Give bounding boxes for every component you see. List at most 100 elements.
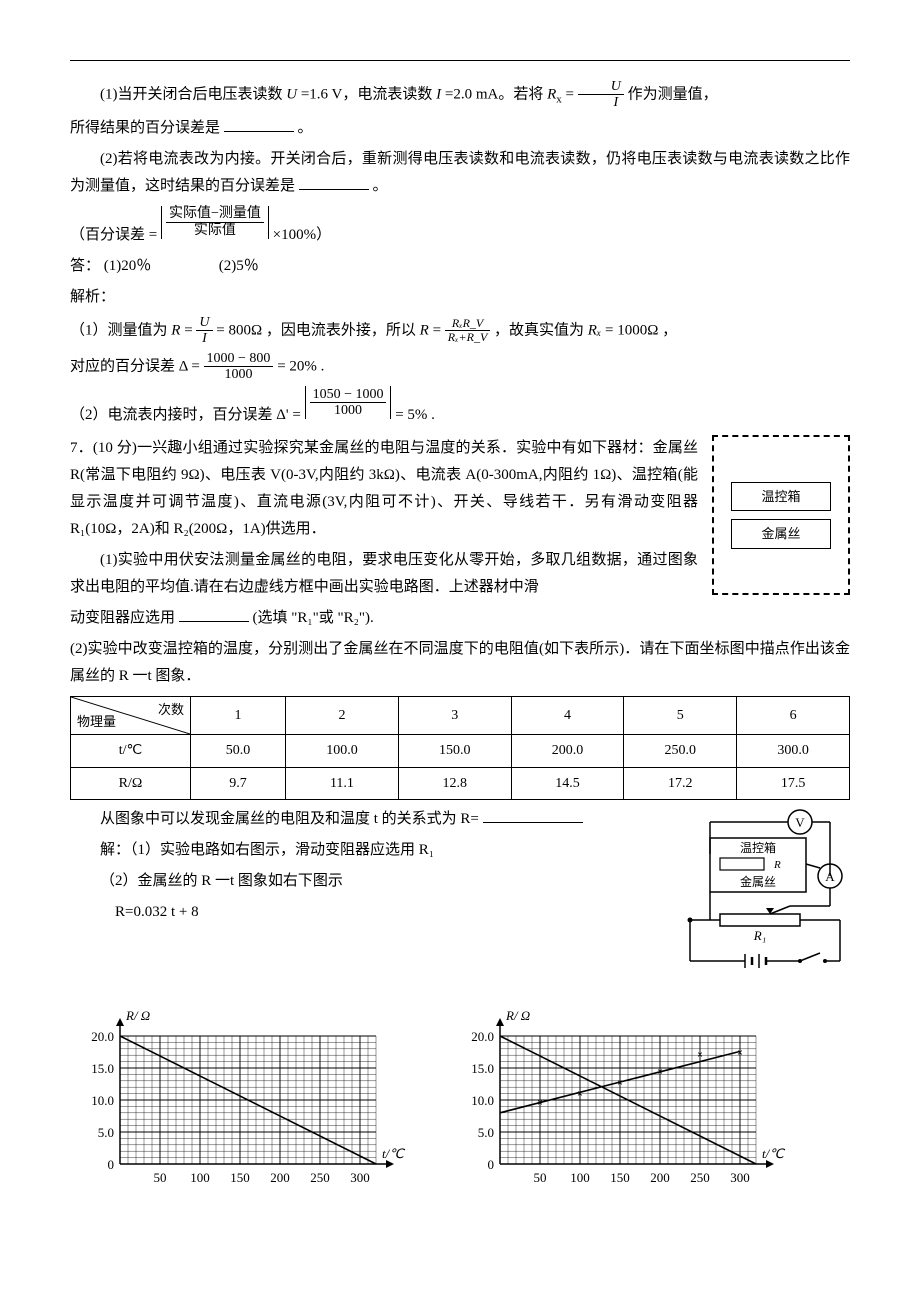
charts-row: R/ Ωt/℃05.010.015.020.050100150200250300… <box>70 1004 850 1194</box>
q6-sol1: （1）测量值为 R = U I = 800Ω ，因电流表外接，所以 R = Rₓ… <box>70 315 850 347</box>
svg-text:10.0: 10.0 <box>471 1093 494 1108</box>
svg-text:15.0: 15.0 <box>471 1061 494 1076</box>
svg-text:200: 200 <box>270 1170 290 1185</box>
text: （2）电流表内接时，百分误差 Δ' = <box>70 407 305 423</box>
svg-text:0: 0 <box>488 1157 495 1172</box>
blank[interactable] <box>483 808 583 823</box>
svg-text:20.0: 20.0 <box>91 1029 114 1044</box>
table-row: 次数 物理量 1 2 3 4 5 6 <box>71 697 850 735</box>
q6-answer: 答： (1)20％ (2)5％ <box>70 253 850 280</box>
circuit-R1-label: R₁ <box>753 928 766 943</box>
fraction: 1050 − 1000 1000 <box>310 387 387 419</box>
denominator: Rₓ+R_V <box>445 331 491 344</box>
abs: 1050 − 1000 1000 <box>305 386 392 419</box>
svg-text:×: × <box>577 1089 583 1100</box>
svg-text:t/℃: t/℃ <box>762 1146 785 1161</box>
eq: = <box>566 86 578 102</box>
text: ×100%） <box>273 227 331 243</box>
var-U: U <box>286 86 297 102</box>
q7-p3: (2)实验中改变温控箱的温度，分别测出了金属丝在不同温度下的电阻值(如下表所示)… <box>70 636 850 690</box>
text: 。 <box>298 120 313 136</box>
diag-top: 次数 <box>158 698 184 721</box>
denominator: 1000 <box>204 367 274 382</box>
col-header: 6 <box>737 697 850 735</box>
blank[interactable] <box>224 117 294 132</box>
text: (2)若将电流表改为内接。开关闭合后，重新测得电压表读数和电流表读数，仍将电压表… <box>70 151 850 194</box>
cell: 12.8 <box>398 767 511 799</box>
text: 对应的百分误差 Δ = <box>70 358 204 374</box>
svg-text:50: 50 <box>154 1170 167 1185</box>
q7-sol2: （2）金属丝的 R 一t 图象如右下图示 <box>70 868 660 895</box>
cell: 50.0 <box>191 735 286 767</box>
ammeter-label: A <box>825 869 835 884</box>
q7-p1: 7．(10 分)一兴趣小组通过实验探究某金属丝的电阻与温度的关系．实验中有如下器… <box>70 435 698 543</box>
svg-text:100: 100 <box>190 1170 210 1185</box>
col-header: 1 <box>191 697 286 735</box>
svg-text:×: × <box>697 1050 703 1061</box>
svg-text:50: 50 <box>534 1170 547 1185</box>
cell: 17.5 <box>737 767 850 799</box>
cell: 14.5 <box>511 767 624 799</box>
chart-right: R/ Ωt/℃05.010.015.020.050100150200250300… <box>450 1004 790 1194</box>
svg-text:×: × <box>537 1098 543 1109</box>
q7-sol3: R=0.032 t + 8 <box>70 899 660 926</box>
svg-text:20.0: 20.0 <box>471 1029 494 1044</box>
box-label-2: 金属丝 <box>731 519 831 548</box>
text: 。 <box>373 178 388 194</box>
text: = 5% . <box>395 407 435 423</box>
circuit-R-label: R <box>773 859 781 871</box>
numerator: U <box>578 79 624 95</box>
text: (选填 "R₁"或 "R₂"). <box>253 610 374 626</box>
cell: 9.7 <box>191 767 286 799</box>
abs: 实际值−测量值 实际值 <box>161 206 269 239</box>
cell: 11.1 <box>286 767 399 799</box>
text: 从图象中可以发现金属丝的电阻及和温度 t 的关系式为 R= <box>100 811 479 827</box>
row-label: t/℃ <box>71 735 191 767</box>
text: =1.6 V，电流表读数 <box>301 86 436 102</box>
var: Rₓ <box>588 322 601 338</box>
q6-jiexi-label: 解析： <box>70 284 850 311</box>
text: 所得结果的百分误差是 <box>70 120 220 136</box>
svg-text:100: 100 <box>570 1170 590 1185</box>
data-table: 次数 物理量 1 2 3 4 5 6 t/℃ 50.0 100.0 150.0 … <box>70 696 850 799</box>
numerator: 实际值−测量值 <box>166 206 264 222</box>
text: = 20% . <box>277 358 324 374</box>
circuit-box2-label: 金属丝 <box>740 874 776 889</box>
denominator: 实际值 <box>166 223 264 238</box>
q6-line2: 所得结果的百分误差是 。 <box>70 115 850 142</box>
blank[interactable] <box>299 175 369 190</box>
label: 答： <box>70 258 100 274</box>
denominator: I <box>578 95 624 110</box>
cell: 17.2 <box>624 767 737 799</box>
blank[interactable] <box>179 607 249 622</box>
svg-text:250: 250 <box>310 1170 330 1185</box>
numerator: 1050 − 1000 <box>310 387 387 403</box>
fraction: 1000 − 800 1000 <box>204 351 274 383</box>
q7-p2: 动变阻器应选用 (选填 "R₁"或 "R₂"). <box>70 605 850 632</box>
q6-error-formula: （百分误差 = 实际值−测量值 实际值 ×100%） <box>70 206 850 249</box>
text: = 1000Ω ， <box>605 322 677 338</box>
svg-text:15.0: 15.0 <box>91 1061 114 1076</box>
q6-line1: (1)当开关闭合后电压表读数 U =1.6 V，电流表读数 I =2.0 mA。… <box>70 79 850 111</box>
svg-text:×: × <box>617 1078 623 1089</box>
svg-text:t/℃: t/℃ <box>382 1146 405 1161</box>
svg-text:300: 300 <box>730 1170 750 1185</box>
dashed-schematic-box: 温控箱 金属丝 <box>712 435 850 595</box>
cell: 200.0 <box>511 735 624 767</box>
text: 作为测量值， <box>628 86 718 102</box>
text: （百分误差 = <box>70 227 161 243</box>
q6-sol3: （2）电流表内接时，百分误差 Δ' = 1050 − 1000 1000 = 5… <box>70 386 850 429</box>
svg-text:R/ Ω: R/ Ω <box>125 1008 150 1023</box>
denominator: I <box>196 331 212 346</box>
text: 动变阻器应选用 <box>70 610 175 626</box>
q7-sol1: 解：（1）实验电路如右图示，滑动变阻器应选用 R₁ <box>70 837 660 864</box>
row-label: R/Ω <box>71 767 191 799</box>
svg-text:150: 150 <box>230 1170 250 1185</box>
svg-text:150: 150 <box>610 1170 630 1185</box>
text: （1）测量值为 <box>70 322 171 338</box>
diagonal-header-cell: 次数 物理量 <box>71 697 191 735</box>
svg-text:250: 250 <box>690 1170 710 1185</box>
chart-left: R/ Ωt/℃05.010.015.020.050100150200250300 <box>70 1004 410 1194</box>
var-Rx: R <box>547 86 556 102</box>
numerator: 1000 − 800 <box>204 351 274 367</box>
